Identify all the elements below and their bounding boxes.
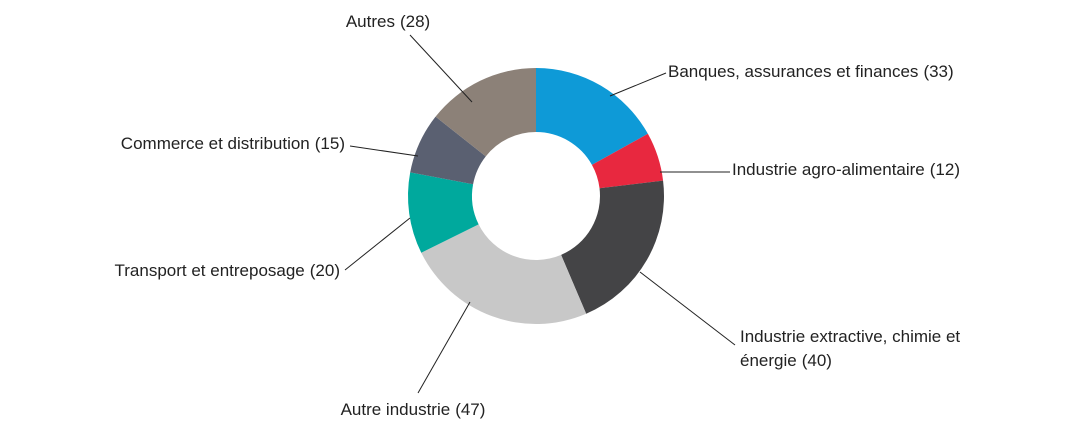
value-label: (28) [399,12,431,31]
leader-line [609,72,667,97]
leader-line [639,271,736,346]
slice-label: Industrie agro-alimentaire (12) [732,158,960,182]
slice-label: Banques, assurances et finances (33) [668,60,954,84]
category-name: Autre industrie [340,400,451,419]
category-name: Commerce et distribution [120,134,310,153]
leader-line [349,145,419,157]
slice-label: Transport et entreposage (20) [115,259,341,283]
category-name: Transport et entreposage [114,261,305,280]
donut-slice [421,224,587,324]
donut-slice [435,68,536,157]
leader-line [417,301,471,394]
slice-label: Commerce et distribution (15) [121,132,345,156]
donut-slice [536,68,648,165]
donut-slice [561,180,664,314]
value-label: (33) [923,62,954,81]
value-label: (15) [314,134,345,153]
slice-label: Autres (28) [346,10,430,34]
leader-line [344,217,411,271]
category-name: Industrie agro-alimentaire [732,160,925,179]
value-label: (12) [929,160,960,179]
donut-slice [410,116,486,185]
category-name: Industrie extractive, chimie et énergie [740,327,961,370]
value-label: (47) [455,400,486,419]
slice-label: Autre industrie (47) [341,398,486,422]
value-label: (40) [801,351,832,370]
donut-slice [591,133,664,189]
donut-slice [408,172,479,253]
leader-line [409,34,473,103]
category-name: Banques, assurances et finances [668,62,919,81]
slice-label: Industrie extractive, chimie et énergie(… [740,325,1000,373]
value-label: (20) [309,261,340,280]
category-name: Autres [345,12,395,31]
